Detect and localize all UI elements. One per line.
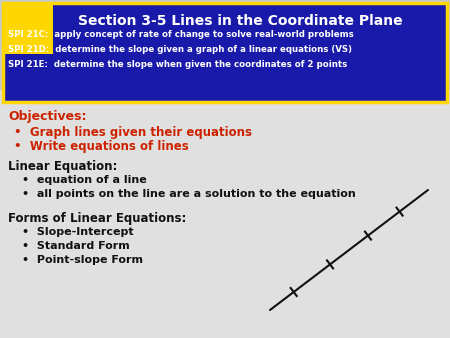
Bar xyxy=(3,3,447,102)
Bar xyxy=(0,90,450,338)
Text: •  Point-slope Form: • Point-slope Form xyxy=(22,255,143,265)
Text: SPI 21D:  determine the slope given a graph of a linear equations (VS): SPI 21D: determine the slope given a gra… xyxy=(8,45,352,54)
Text: Section 3-5 Lines in the Coordinate Plane: Section 3-5 Lines in the Coordinate Plan… xyxy=(78,14,402,28)
Text: SPI 21C:  apply concept of rate of change to solve real-world problems: SPI 21C: apply concept of rate of change… xyxy=(8,30,354,39)
Text: Objectives:: Objectives: xyxy=(8,110,86,123)
Text: •  Standard Form: • Standard Form xyxy=(22,241,130,251)
Text: •  equation of a line: • equation of a line xyxy=(22,175,147,185)
Text: SPI 21E:  determine the slope when given the coordinates of 2 points: SPI 21E: determine the slope when given … xyxy=(8,60,347,69)
Text: Forms of Linear Equations:: Forms of Linear Equations: xyxy=(8,212,186,225)
Text: Linear Equation:: Linear Equation: xyxy=(8,160,117,173)
Text: •  Write equations of lines: • Write equations of lines xyxy=(14,140,189,153)
Text: •  Graph lines given their equations: • Graph lines given their equations xyxy=(14,126,252,139)
Text: •  Slope-Intercept: • Slope-Intercept xyxy=(22,227,134,237)
Bar xyxy=(5,4,53,54)
Text: •  all points on the line are a solution to the equation: • all points on the line are a solution … xyxy=(22,189,356,199)
